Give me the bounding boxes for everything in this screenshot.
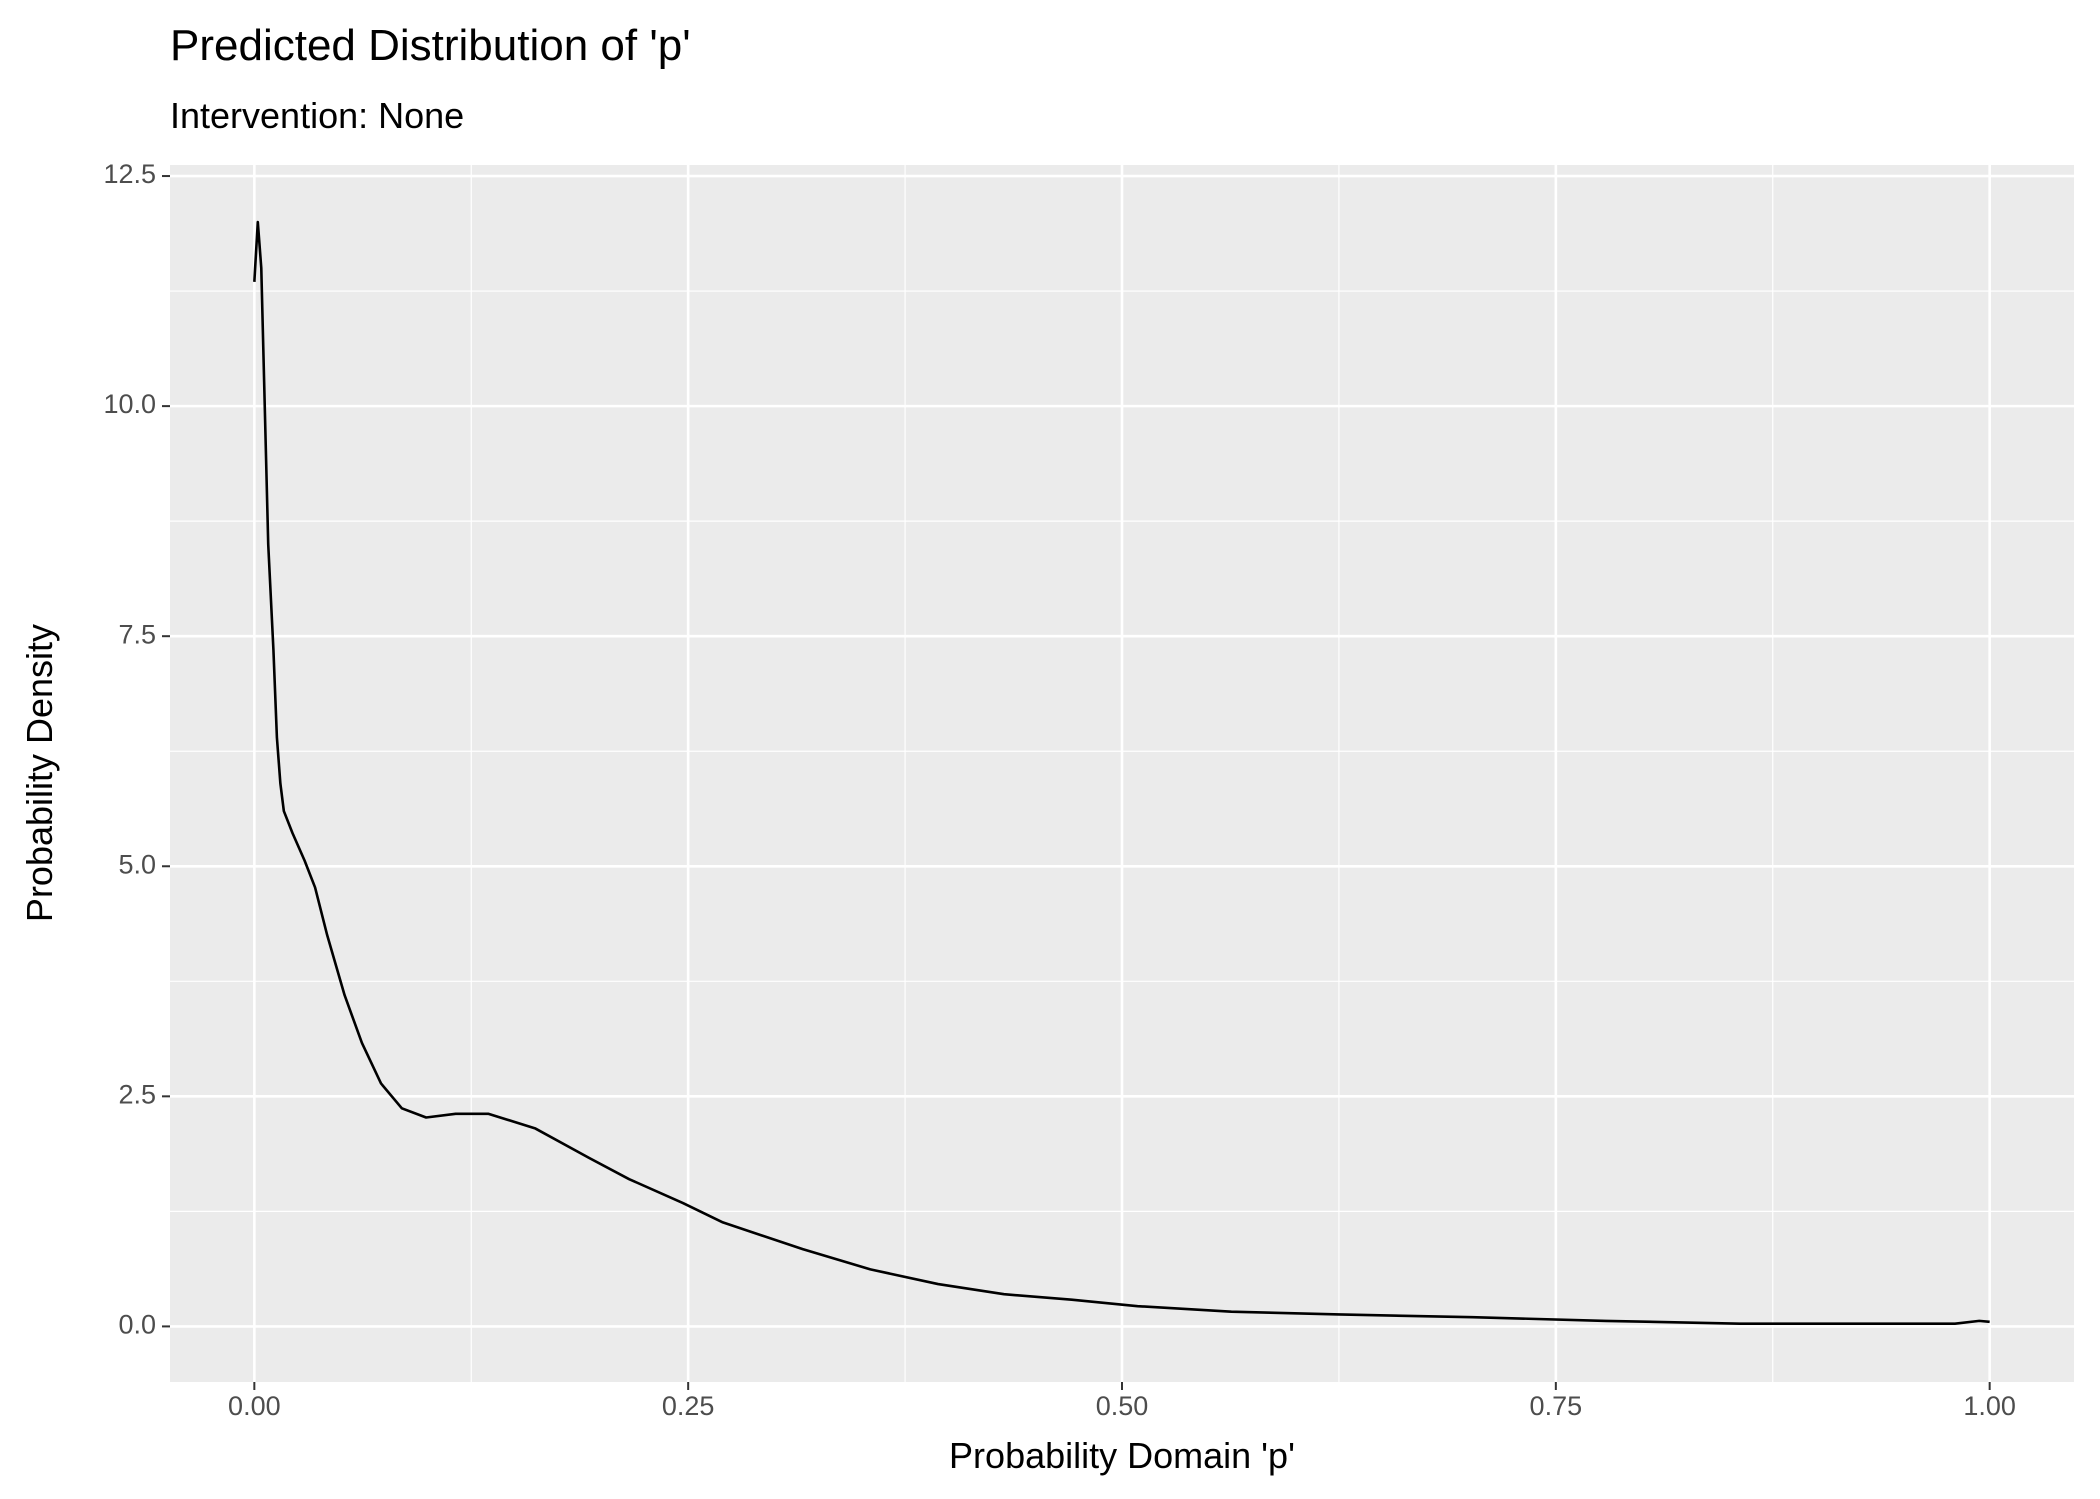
x-tick-label: 0.50 <box>1096 1391 1149 1421</box>
chart-subtitle: Intervention: None <box>170 95 464 136</box>
y-tick-label: 10.0 <box>103 389 156 419</box>
x-tick-label: 0.75 <box>1530 1391 1583 1421</box>
plot-panel <box>170 165 2074 1382</box>
y-tick-label: 12.5 <box>103 159 156 189</box>
x-tick-label: 0.25 <box>662 1391 715 1421</box>
y-tick-label: 5.0 <box>118 849 156 879</box>
y-tick-label: 0.0 <box>118 1310 156 1340</box>
chart-title: Predicted Distribution of 'p' <box>170 21 691 70</box>
y-axis-title: Probability Density <box>19 624 60 922</box>
y-tick-label: 2.5 <box>118 1079 156 1109</box>
x-tick-label: 1.00 <box>1963 1391 2016 1421</box>
x-tick-label: 0.00 <box>228 1391 281 1421</box>
density-line <box>253 220 1990 1325</box>
y-tick-label: 7.5 <box>118 619 156 649</box>
x-axis-title: Probability Domain 'p' <box>949 1435 1295 1476</box>
